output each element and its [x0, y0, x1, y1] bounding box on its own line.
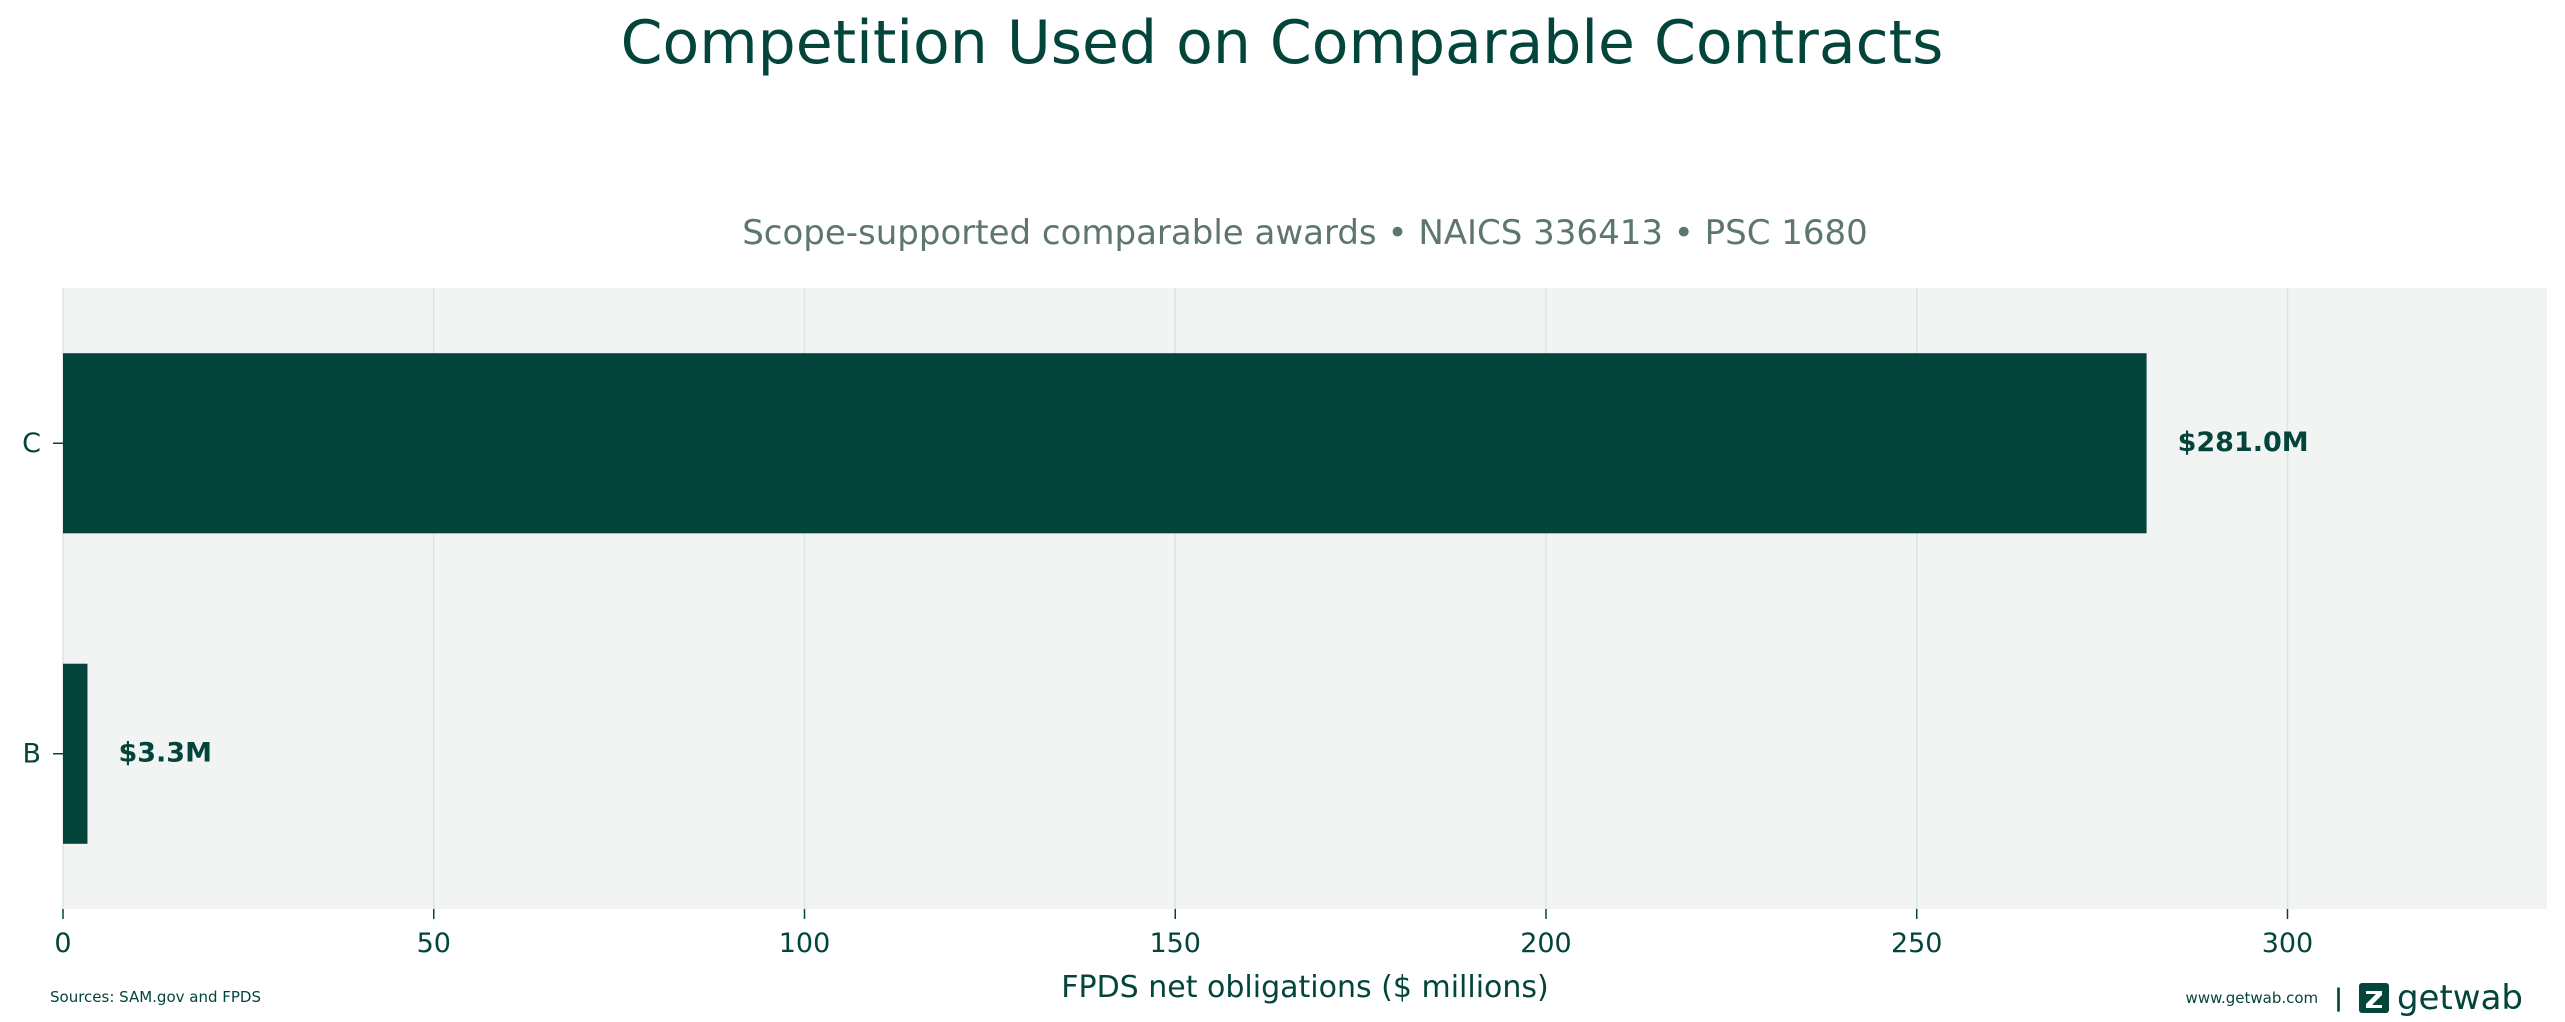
- x-tick-label: 0: [54, 928, 71, 959]
- chart-subtitle: Scope-supported comparable awards • NAIC…: [742, 213, 1868, 253]
- x-tick-label: 300: [2262, 928, 2314, 959]
- bars: $281.0M $3.3M: [63, 353, 2309, 844]
- website-link[interactable]: www.getwab.com: [2185, 989, 2319, 1007]
- chart-title: Competition Used on Comparable Contracts: [621, 8, 1944, 78]
- y-tick-label: C: [22, 428, 41, 459]
- x-axis-ticks: 0 50 100 150 200 250 300: [54, 909, 2313, 959]
- data-label: $281.0M: [2178, 427, 2309, 458]
- footer-branding: www.getwab.com | getwab: [2186, 978, 2523, 1018]
- x-tick-label: 100: [779, 928, 831, 959]
- bar: [63, 663, 88, 844]
- footer-separator: |: [2334, 984, 2343, 1012]
- y-axis-ticks: CB: [22, 428, 63, 769]
- x-axis-label: FPDS net obligations ($ millions): [1061, 970, 1549, 1005]
- sources-note: Sources: SAM.gov and FPDS: [50, 988, 262, 1006]
- x-tick-label: 150: [1149, 928, 1201, 959]
- x-tick-label: 50: [417, 928, 451, 959]
- brand-logo: getwab: [2358, 978, 2523, 1018]
- x-tick-label: 200: [1520, 928, 1572, 959]
- getwab-logo-icon: [2358, 983, 2389, 1013]
- y-tick-label: B: [22, 738, 41, 769]
- x-tick-label: 250: [1891, 928, 1943, 959]
- brand-name: getwab: [2396, 978, 2523, 1018]
- bar: [63, 353, 2147, 534]
- data-label: $3.3M: [118, 737, 212, 768]
